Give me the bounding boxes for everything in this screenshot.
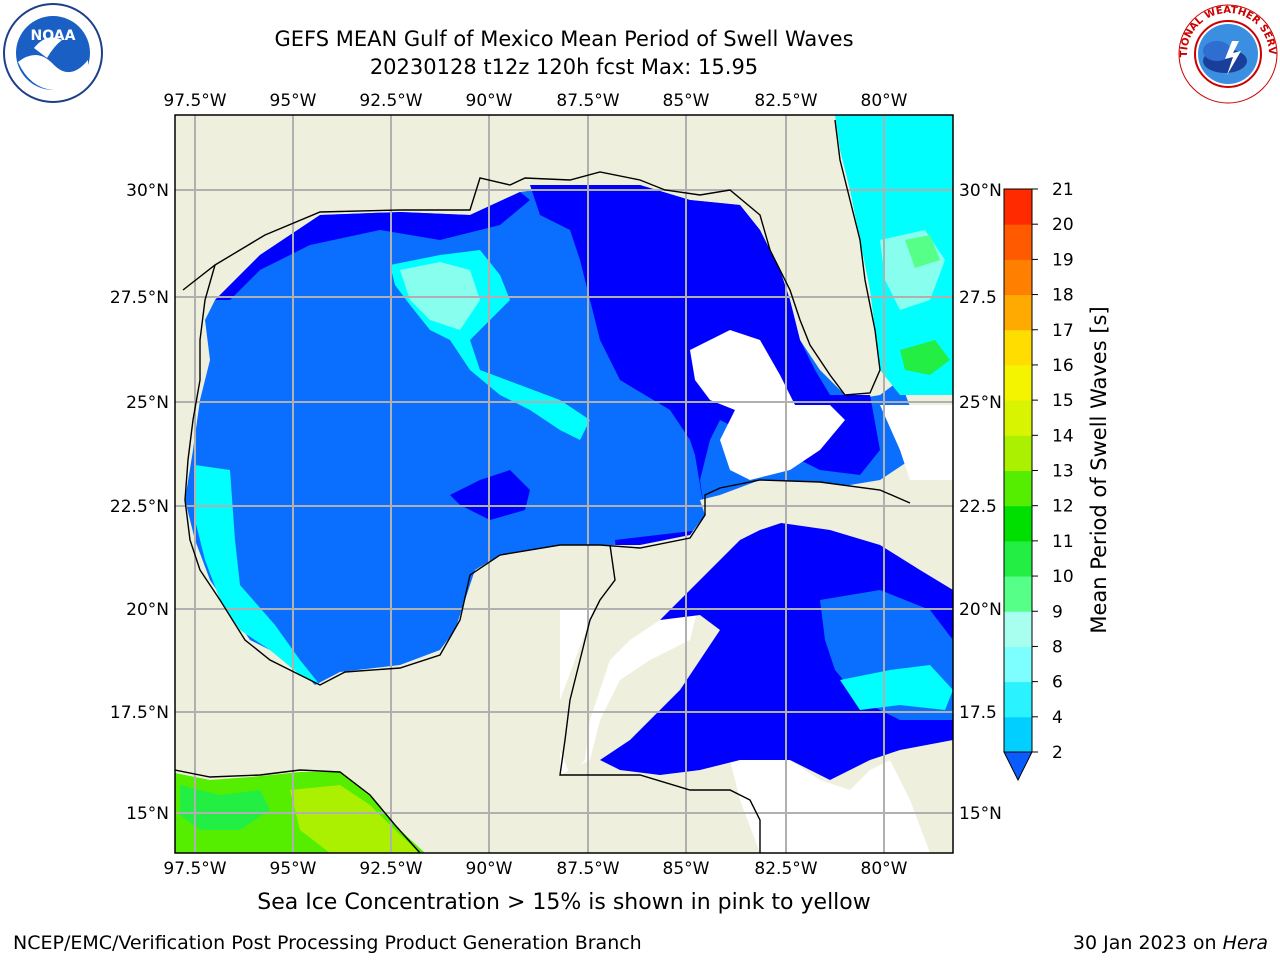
colorbar-tick-label: 20 (1052, 215, 1074, 235)
colorbar-segment (1004, 294, 1032, 331)
colorbar-label: Mean Period of Swell Waves [s] (1087, 306, 1111, 633)
lat-label-left: 27.5°N (110, 288, 169, 308)
lat-label-left: 17.5°N (110, 703, 169, 723)
colorbar-segment (1004, 470, 1032, 507)
lat-label-right: 22.5 (959, 497, 997, 517)
map-gridlines (175, 115, 953, 853)
right-lat-labels: 30°N 27.5 25°N 22.5 20°N 17.5 15°N (959, 181, 1002, 824)
western-cyan-strip (195, 465, 320, 685)
lon-label-bottom: 92.5°W (359, 859, 422, 879)
lon-label-top: 87.5°W (556, 91, 619, 111)
colorbar-segment (1004, 576, 1032, 612)
lat-label-left: 15°N (126, 804, 169, 824)
footer-credit: NCEP/EMC/Verification Post Processing Pr… (13, 932, 642, 954)
top-lon-labels: 97.5°W 95°W 92.5°W 90°W 87.5°W 85°W 82.5… (163, 91, 907, 111)
colorbar-tick-label: 13 (1052, 462, 1074, 482)
lon-label-bottom: 85°W (663, 859, 710, 879)
coastline-west (184, 264, 911, 686)
lon-label-bottom: 80°W (861, 859, 908, 879)
colorbar-tick-label: 6 (1052, 673, 1063, 693)
lon-label-top: 80°W (861, 91, 908, 111)
colorbar-tick-label: 17 (1052, 321, 1074, 341)
lon-label-bottom: 95°W (270, 859, 317, 879)
lon-label-top: 92.5°W (359, 91, 422, 111)
lat-label-right: 30°N (959, 181, 1002, 201)
footer-date-text: 30 Jan 2023 on (1072, 932, 1217, 954)
coastline-yucatan (559, 544, 761, 853)
colorbar-extend-triangle (1003, 751, 1033, 782)
colorbar-tick-label: 11 (1052, 532, 1074, 552)
colorbar-tick-label: 4 (1052, 708, 1063, 728)
nodata-florida-straits (690, 330, 845, 480)
colorbar-tick-label: 18 (1052, 286, 1074, 306)
colorbar-segment (1004, 646, 1032, 683)
colorbar-segment (1004, 400, 1032, 436)
yucatan-land (560, 480, 910, 775)
sea-ice-note: Sea Ice Concentration > 15% is shown in … (257, 890, 871, 915)
lat-label-left: 22.5°N (110, 497, 169, 517)
caribbean-cyan (840, 665, 953, 710)
colorbar-segment (1004, 259, 1032, 296)
lon-label-bottom: 82.5°W (754, 859, 817, 879)
footer-machine: Hera (1222, 932, 1268, 954)
pacific-brightgreen (180, 785, 270, 830)
lat-label-left: 20°N (126, 600, 169, 620)
lat-label-right: 17.5 (959, 703, 997, 723)
coastline-pacific (175, 769, 421, 853)
map-frame (174, 114, 954, 854)
lon-label-bottom: 97.5°W (163, 859, 226, 879)
nws-logo: NATIONAL WEATHER SERVICE (1177, 3, 1278, 104)
nodata-southeast (730, 760, 930, 853)
colorbar-segment (1004, 329, 1032, 366)
colorbar-segment (1004, 716, 1032, 753)
colorbar-tick-label: 12 (1052, 497, 1074, 517)
colorbar-tick-label: 21 (1052, 180, 1074, 200)
colorbar-tick-label: 8 (1052, 637, 1063, 657)
footer-date: 30 Jan 2023 on Hera (1073, 932, 1268, 954)
atlantic-green (905, 235, 940, 268)
colorbar-segment (1004, 681, 1032, 718)
lon-label-bottom: 90°W (466, 859, 513, 879)
colorbar-tick-label: 9 (1052, 602, 1063, 622)
nodata-east (880, 405, 953, 480)
lon-label-bottom: 87.5°W (556, 859, 619, 879)
noaa-logo: NOAA (3, 3, 103, 103)
lon-label-top: 82.5°W (754, 91, 817, 111)
bahamas-green (900, 340, 950, 375)
bottom-lon-labels: 97.5°W 95°W 92.5°W 90°W 87.5°W 85°W 82.5… (163, 859, 907, 879)
chart-title: GEFS MEAN Gulf of Mexico Mean Period of … (274, 27, 854, 51)
lat-label-left: 25°N (126, 393, 169, 413)
lat-label-left: 30°N (126, 181, 169, 201)
lon-label-top: 95°W (270, 91, 317, 111)
lon-label-top: 97.5°W (163, 91, 226, 111)
colorbar-segment (1004, 435, 1032, 471)
lat-label-right: 27.5 (959, 288, 997, 308)
map-area (175, 115, 953, 853)
noaa-logo-text: NOAA (31, 28, 76, 44)
colorbar-tick-label: 16 (1052, 356, 1074, 376)
colorbar-segment (1004, 189, 1032, 225)
lon-label-top: 85°W (663, 91, 710, 111)
coastline (182, 119, 881, 396)
colorbar: 2 4 6 8 9 10 11 12 13 14 15 16 17 18 19 20 21 (1003, 180, 1074, 782)
colorbar-segment (1004, 611, 1032, 647)
colorbar-segment (1004, 540, 1032, 577)
colorbar-tick-label: 2 (1052, 743, 1063, 763)
northern-rim (215, 192, 530, 300)
colorbar-segment (1004, 505, 1032, 542)
colorbar-tick-label: 19 (1052, 250, 1074, 270)
lat-label-right: 20°N (959, 600, 1002, 620)
colorbar-segment (1004, 224, 1032, 260)
left-lat-labels: 30°N 27.5°N 25°N 22.5°N 20°N 17.5°N 15°N (110, 181, 169, 824)
colorbar-segment (1004, 364, 1032, 401)
lat-label-right: 15°N (959, 804, 1002, 824)
lon-label-top: 90°W (466, 91, 513, 111)
colorbar-tick-label: 14 (1052, 426, 1074, 446)
pacific-yellowgreen (290, 785, 420, 853)
colorbar-tick-label: 10 (1052, 567, 1074, 587)
colorbar-tick-label: 15 (1052, 391, 1074, 411)
lat-label-right: 25°N (959, 393, 1002, 413)
chart-subtitle: 20230128 t12z 120h fcst Max: 15.95 (369, 55, 759, 79)
